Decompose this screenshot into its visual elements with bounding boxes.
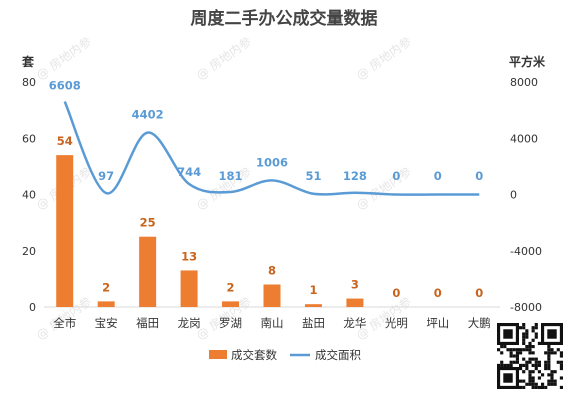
bar-value-label: 54 xyxy=(57,134,73,148)
bar xyxy=(263,284,281,307)
legend: 成交套数 成交面积 xyxy=(209,348,361,362)
right-axis-unit: 平方米 xyxy=(509,54,546,69)
bar-value-label: 2 xyxy=(227,280,235,294)
category-label: 光明 xyxy=(385,316,408,330)
category-label: 福田 xyxy=(136,316,159,330)
line-value-label: 744 xyxy=(177,165,201,179)
watermark-text: @ 房地内参 xyxy=(33,34,94,83)
left-tick-label: 20 xyxy=(22,245,36,258)
bar-value-label: 1 xyxy=(309,283,317,297)
category-label: 龙华 xyxy=(343,316,366,330)
bar-value-label: 0 xyxy=(475,286,483,300)
legend-swatch-units xyxy=(209,350,227,359)
right-axis-ticks: -8000 -4000 0 4000 8000 xyxy=(510,76,542,314)
line-value-label: 97 xyxy=(98,169,114,183)
category-label: 全市 xyxy=(53,316,76,330)
watermarks: @ 房地内参@ 房地内参@ 房地内参@ 房地内参@ 房地内参@ 房地内参@ 房地… xyxy=(33,34,414,343)
bar-value-label: 2 xyxy=(102,280,110,294)
line-value-label: 0 xyxy=(434,169,442,183)
category-label: 盐田 xyxy=(302,316,325,330)
bar-value-label: 3 xyxy=(351,278,359,292)
left-axis-unit: 套 xyxy=(21,54,35,69)
right-tick-label: -8000 xyxy=(510,301,542,314)
bar xyxy=(97,301,115,307)
left-tick-label: 60 xyxy=(22,132,36,145)
right-tick-label: 0 xyxy=(510,189,517,202)
category-label: 罗湖 xyxy=(219,316,242,330)
bar xyxy=(56,155,74,307)
right-tick-label: 4000 xyxy=(510,132,538,145)
bar-value-label: 8 xyxy=(268,264,276,278)
category-label: 龙岗 xyxy=(178,316,201,330)
category-labels: 全市 宝安 福田 龙岗 罗湖 南山 盐田 龙华 光明 坪山 大鹏 xyxy=(53,316,491,330)
bar xyxy=(180,270,198,307)
left-tick-label: 0 xyxy=(29,301,36,314)
watermark-text: @ 房地内参 xyxy=(193,34,254,83)
category-label: 南山 xyxy=(261,316,284,330)
category-label: 大鹏 xyxy=(468,316,491,330)
right-tick-label: 8000 xyxy=(510,76,538,89)
left-axis-ticks: 0 20 40 60 80 xyxy=(22,76,36,314)
line-value-label: 6608 xyxy=(49,79,81,93)
line-value-label: 0 xyxy=(392,169,400,183)
bar-value-label: 13 xyxy=(181,249,197,263)
line-value-label: 1006 xyxy=(256,155,288,169)
bar xyxy=(222,301,240,307)
bar-value-label: 25 xyxy=(140,216,156,230)
line-labels: 6608 97 4402 744 181 1006 51 128 0 0 0 xyxy=(49,79,484,183)
legend-label-area: 成交面积 xyxy=(315,348,361,362)
left-tick-label: 40 xyxy=(22,189,36,202)
bar xyxy=(304,304,322,307)
bars xyxy=(56,155,364,307)
category-label: 坪山 xyxy=(426,316,449,330)
bar-value-label: 0 xyxy=(392,286,400,300)
line-value-label: 51 xyxy=(305,169,321,183)
bar-value-label: 0 xyxy=(434,286,442,300)
chart-title: 周度二手办公成交量数据 xyxy=(191,8,378,29)
legend-label-units: 成交套数 xyxy=(231,348,277,362)
line-value-label: 0 xyxy=(475,169,483,183)
left-tick-label: 80 xyxy=(22,76,36,89)
line-value-label: 181 xyxy=(219,169,243,183)
bar xyxy=(139,236,157,307)
qr-code-image xyxy=(497,323,563,389)
line-value-label: 4402 xyxy=(132,108,164,122)
watermark-text: @ 房地内参 xyxy=(353,34,414,83)
line-value-label: 128 xyxy=(343,169,367,183)
series-line-area xyxy=(63,101,480,196)
bar xyxy=(346,298,364,307)
right-tick-label: -4000 xyxy=(510,245,542,258)
category-label: 宝安 xyxy=(95,316,118,330)
